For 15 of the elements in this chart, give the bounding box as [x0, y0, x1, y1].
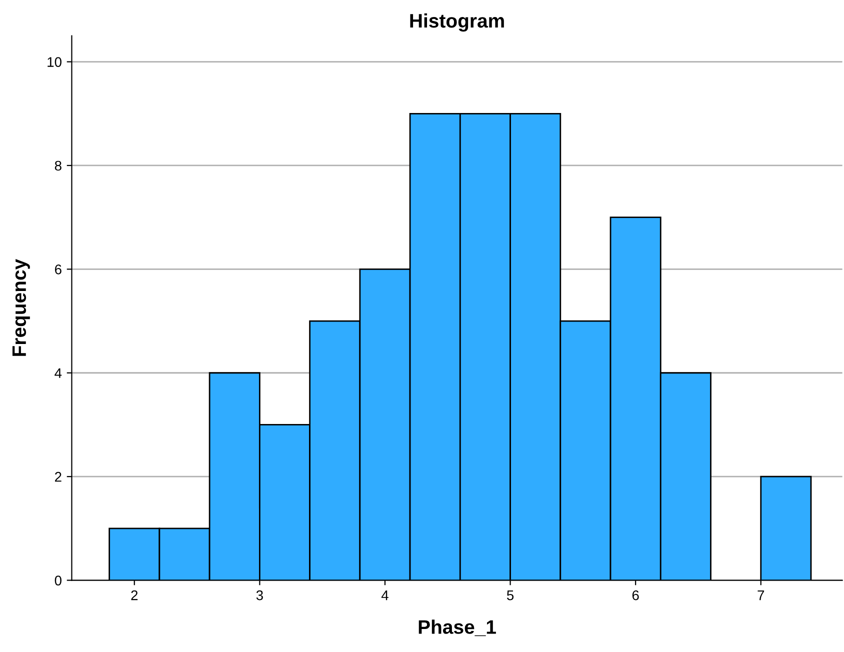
x-tick-label: 7 — [758, 590, 764, 600]
x-tick-label: 5 — [506, 590, 514, 600]
x-axis-title: Phase_1 — [418, 620, 496, 636]
y-tick-label: 2 — [54, 472, 62, 482]
y-tick-label: 10 — [48, 57, 62, 67]
x-tick-label: 6 — [632, 590, 639, 600]
chart-title: Histogram — [410, 13, 504, 32]
x-tick-label: 4 — [381, 590, 388, 600]
y-tick-label: 4 — [54, 368, 62, 378]
y-tick-label: 8 — [54, 160, 62, 171]
y-tick-label: 6 — [55, 264, 62, 274]
x-tick-label: 3 — [256, 590, 263, 600]
y-tick-label: 0 — [54, 576, 62, 586]
y-axis-title: Frequency — [12, 259, 30, 356]
x-tick-label: 2 — [131, 590, 138, 600]
